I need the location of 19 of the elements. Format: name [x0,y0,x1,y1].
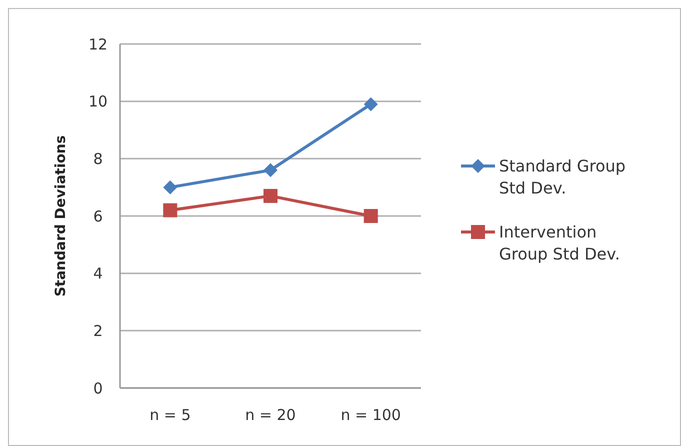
point [163,180,178,194]
legend-label: Standard Group Std Dev. [499,156,626,198]
point [264,188,278,203]
point [364,209,378,223]
x-tick-label: n = 100 [340,406,401,424]
point [364,97,378,112]
legend-label: Intervention Group Std Dev. [499,222,620,264]
y-tick-label: 4 [93,264,103,283]
x-tick-label: n = 5 [150,406,191,424]
x-tick-label: n = 20 [245,406,296,424]
y-tick-label: 6 [93,207,103,226]
point [264,163,278,178]
y-tick-label: 2 [93,322,103,340]
y-tick-label: 10 [88,92,108,111]
point [163,203,178,218]
y-tick-label: 12 [88,35,108,54]
y-axis-title: Standard Deviations [53,135,69,297]
y-tick-label: 8 [93,150,103,168]
y-tick-label: 0 [93,379,103,398]
